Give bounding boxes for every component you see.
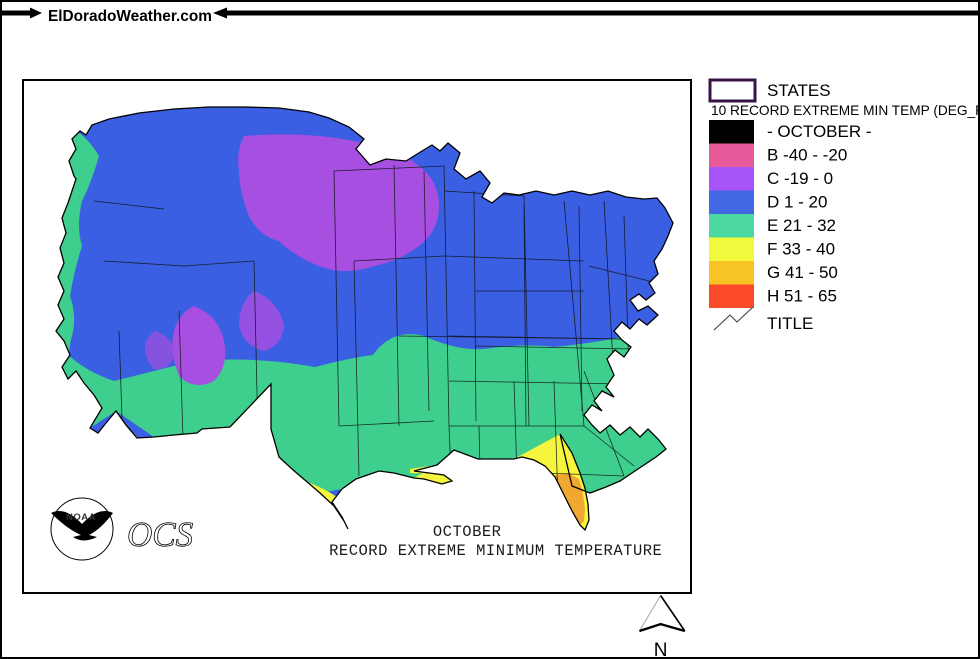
svg-text:ElDoradoWeather.com: ElDoradoWeather.com	[48, 8, 212, 25]
svg-text:STATES: STATES	[767, 81, 831, 100]
svg-text:10 RECORD EXTREME MIN TEMP (DE: 10 RECORD EXTREME MIN TEMP (DEG_F)	[711, 103, 980, 118]
svg-text:TITLE: TITLE	[767, 314, 813, 333]
svg-text:RECORD EXTREME MINIMUM TEMPERA: RECORD EXTREME MINIMUM TEMPERATURE	[329, 542, 662, 560]
svg-text:OCTOBER: OCTOBER	[433, 523, 502, 541]
svg-text:OCS: OCS	[127, 515, 193, 554]
svg-text:- OCTOBER -: - OCTOBER -	[767, 122, 872, 141]
svg-text:B -40 - -20: B -40 - -20	[767, 146, 847, 165]
svg-text:C -19 - 0: C -19 - 0	[767, 169, 833, 188]
svg-text:H 51 - 65: H 51 - 65	[767, 287, 837, 306]
svg-text:G 41 - 50: G 41 - 50	[767, 263, 838, 282]
svg-text:N: N	[654, 640, 668, 659]
svg-text:NOAA: NOAA	[66, 512, 96, 523]
svg-text:E 21 - 32: E 21 - 32	[767, 216, 836, 235]
svg-text:D 1 - 20: D 1 - 20	[767, 193, 827, 212]
svg-text:F 33 - 40: F 33 - 40	[767, 240, 835, 259]
